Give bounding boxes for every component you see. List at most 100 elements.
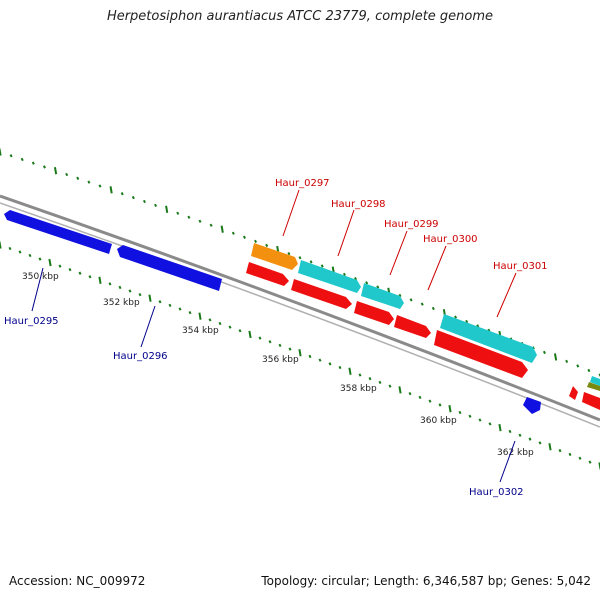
major-tick bbox=[398, 386, 402, 394]
minor-tick bbox=[265, 243, 269, 248]
minor-tick bbox=[454, 315, 458, 319]
minor-tick bbox=[309, 260, 313, 264]
minor-tick bbox=[518, 433, 522, 437]
minor-tick bbox=[420, 302, 424, 306]
minor-tick bbox=[342, 272, 346, 277]
minor-tick bbox=[398, 293, 402, 298]
feature-haur-0297-orange[interactable] bbox=[251, 243, 298, 270]
major-tick bbox=[298, 349, 302, 357]
scale-label-358: 358 kbp bbox=[340, 384, 377, 394]
major-tick bbox=[48, 258, 52, 267]
minor-tick bbox=[409, 298, 413, 302]
minor-tick bbox=[588, 460, 592, 464]
minor-tick bbox=[168, 303, 172, 308]
major-tick bbox=[220, 225, 224, 233]
feature-track bbox=[4, 210, 600, 414]
minor-tick bbox=[76, 176, 80, 180]
gene-label-haur-0295[interactable]: Haur_0295 bbox=[4, 316, 59, 327]
minor-tick bbox=[438, 403, 442, 407]
minor-tick bbox=[65, 172, 69, 177]
minor-tick bbox=[242, 235, 246, 239]
minor-tick bbox=[258, 336, 262, 340]
feature-small-red-1[interactable] bbox=[569, 386, 578, 400]
feature-haur-0298[interactable] bbox=[291, 279, 352, 309]
scale-label-352: 352 kbp bbox=[103, 298, 140, 308]
minor-tick bbox=[88, 275, 92, 279]
feature-haur-0299-cyan[interactable] bbox=[361, 283, 404, 309]
scale-label-354: 354 kbp bbox=[182, 326, 219, 336]
feature-haur-0299[interactable] bbox=[354, 301, 394, 325]
feature-haur-0301[interactable] bbox=[434, 330, 528, 378]
minor-tick bbox=[8, 246, 12, 251]
scale-label-356: 356 kbp bbox=[262, 355, 299, 365]
scale-label-360: 360 kbp bbox=[420, 416, 457, 426]
feature-haur-0301-cyan[interactable] bbox=[440, 314, 537, 363]
minor-tick bbox=[68, 268, 72, 272]
minor-tick bbox=[358, 373, 362, 377]
minor-tick bbox=[328, 362, 332, 366]
feature-haur-0300[interactable] bbox=[394, 315, 431, 338]
minor-tick bbox=[31, 161, 35, 165]
minor-tick bbox=[198, 219, 202, 223]
gene-label-haur-0301[interactable]: Haur_0301 bbox=[493, 261, 548, 272]
minor-tick bbox=[9, 154, 13, 158]
minor-tick bbox=[42, 165, 46, 169]
major-tick bbox=[553, 353, 558, 361]
feature-small-olive-right[interactable] bbox=[587, 382, 600, 391]
minor-tick bbox=[431, 306, 435, 311]
minor-tick bbox=[318, 358, 322, 362]
feature-haur-0297[interactable] bbox=[246, 262, 289, 286]
feature-haur-0302[interactable] bbox=[523, 397, 541, 414]
minor-tick bbox=[508, 429, 512, 434]
minor-tick bbox=[231, 231, 235, 235]
minor-tick bbox=[576, 364, 580, 368]
major-tick bbox=[348, 367, 352, 375]
minor-tick bbox=[288, 347, 292, 351]
minor-tick bbox=[568, 452, 572, 457]
minor-tick bbox=[378, 380, 382, 385]
minor-tick bbox=[20, 157, 24, 162]
gene-label-haur-0302[interactable]: Haur_0302 bbox=[469, 487, 524, 498]
feature-haur-0298-cyan[interactable] bbox=[298, 260, 361, 293]
minor-tick bbox=[418, 395, 422, 400]
minor-tick bbox=[154, 203, 158, 208]
genome-backbone bbox=[0, 194, 600, 428]
minor-tick bbox=[408, 391, 412, 396]
minor-tick bbox=[158, 300, 162, 304]
minor-tick bbox=[142, 199, 146, 204]
feature-haur-0295[interactable] bbox=[4, 210, 112, 254]
minor-tick bbox=[278, 343, 282, 348]
minor-tick bbox=[488, 422, 492, 426]
minor-tick bbox=[138, 292, 142, 297]
minor-tick bbox=[298, 256, 302, 260]
minor-tick bbox=[388, 384, 392, 388]
minor-tick bbox=[320, 264, 324, 268]
minor-tick bbox=[465, 319, 469, 324]
major-tick bbox=[0, 148, 2, 156]
minor-tick bbox=[108, 282, 112, 286]
feature-haur-0296[interactable] bbox=[117, 245, 222, 291]
feature-small-red-right[interactable] bbox=[582, 392, 600, 410]
minor-tick bbox=[287, 251, 291, 256]
gene-label-haur-0298[interactable]: Haur_0298 bbox=[331, 199, 386, 210]
scale-label-362: 362 kbp bbox=[497, 448, 534, 458]
minor-tick bbox=[365, 281, 369, 285]
gene-label-haur-0296[interactable]: Haur_0296 bbox=[113, 351, 168, 362]
minor-tick bbox=[28, 253, 32, 258]
minor-tick bbox=[128, 289, 132, 293]
major-tick bbox=[98, 276, 102, 284]
minor-tick bbox=[268, 340, 272, 344]
feature-small-cyan-right[interactable] bbox=[590, 376, 600, 386]
minor-tick bbox=[120, 192, 124, 196]
minor-tick bbox=[58, 264, 62, 268]
accession-text: Accession: NC_009972 bbox=[9, 574, 146, 588]
gene-label-haur-0300[interactable]: Haur_0300 bbox=[423, 234, 478, 245]
minor-tick bbox=[218, 321, 222, 326]
minor-tick bbox=[78, 271, 82, 275]
major-tick bbox=[498, 423, 502, 432]
minor-tick bbox=[468, 414, 472, 418]
gene-label-haur-0299[interactable]: Haur_0299 bbox=[384, 219, 439, 230]
gene-label-haur-0297[interactable]: Haur_0297 bbox=[275, 178, 330, 189]
minor-tick bbox=[354, 276, 358, 281]
minor-tick bbox=[188, 310, 192, 315]
